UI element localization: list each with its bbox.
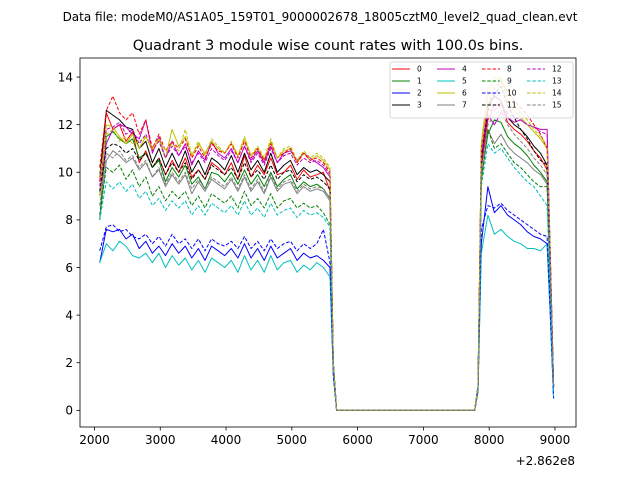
legend-entry-0: 0 xyxy=(392,65,422,74)
legend-entry-7: 7 xyxy=(437,101,467,110)
legend-entry-15: 15 xyxy=(527,101,562,110)
legend-label-12: 12 xyxy=(552,65,562,74)
axes-frame xyxy=(79,57,577,428)
legend-entry-9: 9 xyxy=(482,77,512,86)
legend-label-11: 11 xyxy=(507,101,517,110)
x-tick-label-9000: 9000 xyxy=(540,433,571,447)
legend-label-6: 6 xyxy=(462,89,467,98)
legend-label-14: 14 xyxy=(552,89,562,98)
legend-label-3: 3 xyxy=(417,101,422,110)
legend-label-5: 5 xyxy=(462,77,467,86)
x-tick-label-5000: 5000 xyxy=(277,433,308,447)
y-tick-label-12: 12 xyxy=(58,118,73,132)
legend-entry-13: 13 xyxy=(527,77,562,86)
legend-label-2: 2 xyxy=(417,89,422,98)
x-tick-label-7000: 7000 xyxy=(408,433,439,447)
x-tick-label-6000: 6000 xyxy=(342,433,373,447)
legend-entry-14: 14 xyxy=(527,89,562,98)
legend-entry-11: 11 xyxy=(482,101,517,110)
series-line-10 xyxy=(99,202,555,411)
series-layer xyxy=(99,76,555,411)
legend-label-15: 15 xyxy=(552,101,562,110)
legend-entry-6: 6 xyxy=(437,89,467,98)
legend-label-9: 9 xyxy=(507,77,512,86)
legend-entry-10: 10 xyxy=(482,89,517,98)
legend-entry-8: 8 xyxy=(482,65,512,74)
legend-label-4: 4 xyxy=(462,65,467,74)
chart-title: Quadrant 3 module wise count rates with … xyxy=(133,38,524,54)
legend-entry-4: 4 xyxy=(437,65,467,74)
y-tick-label-14: 14 xyxy=(58,70,73,84)
x-tick-label-4000: 4000 xyxy=(211,433,242,447)
y-tick-label-8: 8 xyxy=(65,213,73,227)
y-tick-label-0: 0 xyxy=(65,404,73,418)
legend-entry-1: 1 xyxy=(392,77,422,86)
legend-label-0: 0 xyxy=(417,65,422,74)
series-line-15 xyxy=(99,109,555,411)
legend-label-7: 7 xyxy=(462,101,467,110)
legend-label-1: 1 xyxy=(417,77,422,86)
x-axis: 2000 3000 4000 5000 6000 7000 8000 9000 xyxy=(79,427,570,447)
x-tick-label-2000: 2000 xyxy=(79,433,110,447)
y-tick-label-4: 4 xyxy=(65,308,73,322)
x-offset-label: +2.862e8 xyxy=(516,454,575,468)
y-tick-label-2: 2 xyxy=(65,356,73,370)
legend-box xyxy=(389,61,574,119)
legend-entry-3: 3 xyxy=(392,101,422,110)
legend-label-13: 13 xyxy=(552,77,562,86)
legend-entry-2: 2 xyxy=(392,89,422,98)
data-file-label: Data file: modeM0/AS1A05_159T01_90000026… xyxy=(63,10,578,24)
legend-label-8: 8 xyxy=(507,65,512,74)
legend-label-10: 10 xyxy=(507,89,517,98)
legend-entry-5: 5 xyxy=(437,77,467,86)
x-tick-label-8000: 8000 xyxy=(474,433,505,447)
legend-entry-12: 12 xyxy=(527,65,562,74)
y-axis: 0 2 4 6 8 10 12 14 xyxy=(58,70,80,418)
series-line-14 xyxy=(99,76,555,411)
y-tick-label-10: 10 xyxy=(58,166,73,180)
y-tick-label-6: 6 xyxy=(65,261,73,275)
x-tick-label-3000: 3000 xyxy=(145,433,176,447)
